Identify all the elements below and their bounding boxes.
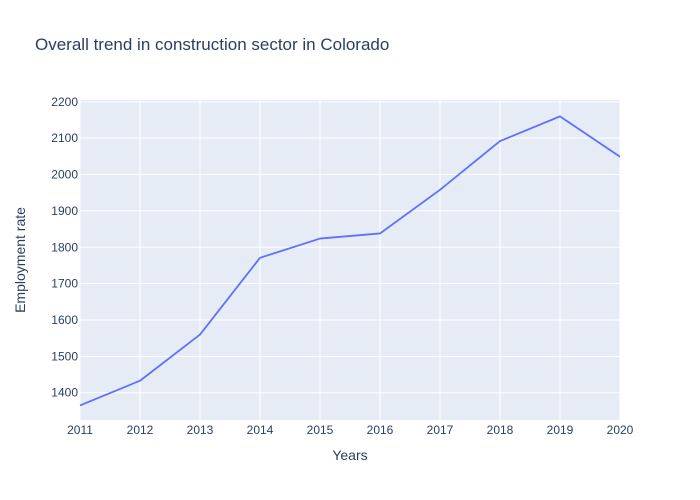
y-tick-label: 2200 — [51, 95, 78, 109]
data-points — [79, 116, 621, 406]
y-tick-label: 1900 — [51, 204, 78, 218]
x-tick-label: 2011 — [67, 423, 93, 437]
x-tick-label: 2019 — [547, 423, 574, 437]
x-tick-label: 2012 — [127, 423, 154, 437]
x-tick-label: 2016 — [367, 423, 394, 437]
series-line — [79, 115, 621, 407]
y-tick-label: 1500 — [51, 349, 78, 363]
x-tick-label: 2013 — [187, 423, 214, 437]
x-tick-label: 2014 — [247, 423, 274, 437]
y-tick-label: 1600 — [51, 313, 78, 327]
x-tick-label: 2020 — [607, 423, 634, 437]
chart-title: Overall trend in construction sector in … — [35, 35, 389, 54]
y-tick-label: 1700 — [51, 277, 78, 291]
x-tick-label: 2015 — [307, 423, 334, 437]
plot-area — [80, 100, 620, 420]
x-axis-ticks: 2011 2012 2013 2014 2015 2016 2017 2018 2019 2020 — [67, 423, 634, 437]
x-tick-label: 2018 — [487, 423, 514, 437]
y-tick-label: 2000 — [51, 168, 78, 182]
y-tick-label: 2100 — [51, 131, 78, 145]
y-tick-label: 1800 — [51, 240, 78, 254]
y-axis-ticks: 1400 1500 1600 1700 1800 1900 2000 2100 2200 — [51, 95, 78, 400]
x-tick-label: 2017 — [427, 423, 454, 437]
y-axis-title: Employment rate — [12, 207, 28, 313]
x-axis-title: Years — [332, 447, 367, 463]
y-tick-label: 1400 — [51, 386, 78, 400]
gridlines — [79, 100, 621, 420]
